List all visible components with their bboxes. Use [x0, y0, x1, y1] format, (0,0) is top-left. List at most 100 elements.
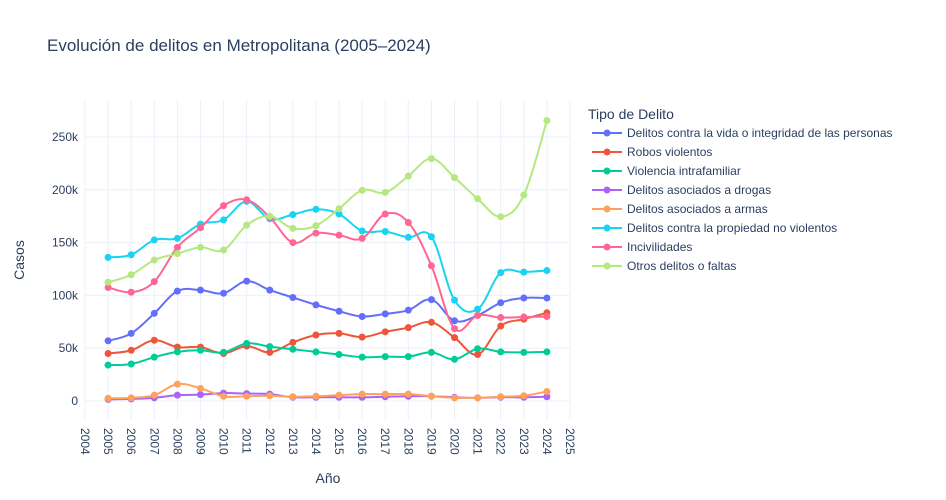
data-point [497, 322, 505, 330]
data-point [404, 172, 412, 180]
legend-swatch-marker [603, 224, 611, 232]
legend-item[interactable]: Delitos asociados a armas [592, 202, 768, 216]
legend-item[interactable]: Delitos contra la propiedad no violentos [592, 221, 837, 235]
legend-swatch-marker [603, 167, 611, 175]
data-point [381, 328, 389, 336]
data-point [127, 251, 135, 259]
data-point [451, 394, 459, 402]
data-point [104, 349, 112, 357]
data-point [289, 293, 297, 301]
data-point [196, 384, 204, 392]
data-point [381, 310, 389, 318]
series-4 [104, 380, 551, 402]
data-point [312, 301, 320, 309]
x-tick-label: 2018 [401, 428, 415, 455]
data-point [543, 393, 551, 401]
x-axis-ticks: 2004 2005 2006 2007 2008 2009 2010 2011 2012 2013… [78, 428, 577, 455]
data-point [404, 219, 412, 227]
legend-item[interactable]: Delitos asociados a drogas [592, 183, 771, 197]
data-point [358, 234, 366, 242]
data-point [474, 195, 482, 203]
data-point [543, 117, 551, 125]
data-point [427, 392, 435, 400]
legend-label: Violencia intrafamiliar [627, 164, 741, 178]
data-point [220, 202, 228, 210]
data-point [427, 262, 435, 270]
data-point [427, 155, 435, 163]
data-point [474, 305, 482, 313]
data-point [127, 394, 135, 402]
legend-item[interactable]: Incivilidades [592, 240, 692, 254]
series-line [107, 120, 548, 284]
data-point [451, 355, 459, 363]
data-point [173, 391, 181, 399]
data-point [243, 339, 251, 347]
data-point [358, 227, 366, 235]
series-6 [104, 196, 551, 333]
legend-label: Delitos contra la vida o integridad de l… [627, 126, 893, 140]
legend-label: Delitos asociados a armas [627, 202, 768, 216]
data-point [173, 348, 181, 356]
data-point [381, 210, 389, 218]
data-point [196, 243, 204, 251]
data-point [474, 311, 482, 319]
data-point [150, 278, 158, 286]
data-point [243, 392, 251, 400]
data-point [312, 392, 320, 400]
data-point [312, 205, 320, 213]
legend-item[interactable]: Delitos contra la vida o integridad de l… [592, 126, 893, 140]
data-point [404, 390, 412, 398]
data-point [289, 239, 297, 247]
legend-item[interactable]: Otros delitos o faltas [592, 259, 736, 273]
data-point [150, 236, 158, 244]
data-point [127, 271, 135, 279]
legend-label: Delitos contra la propiedad no violentos [627, 221, 837, 235]
data-point [266, 286, 274, 294]
data-point [196, 286, 204, 294]
data-point [104, 337, 112, 345]
x-tick-label: 2013 [286, 428, 300, 455]
data-point [497, 269, 505, 277]
data-point [358, 313, 366, 321]
chart-title: Evolución de delitos en Metropolitana (2… [47, 36, 431, 55]
y-tick-label: 250k [52, 130, 79, 144]
data-point [104, 361, 112, 369]
data-point [451, 317, 459, 325]
data-point [451, 325, 459, 333]
data-point [381, 227, 389, 235]
data-point [335, 231, 343, 239]
data-point [243, 196, 251, 204]
y-tick-label: 100k [52, 288, 79, 302]
data-point [335, 210, 343, 218]
legend-swatch-marker [603, 243, 611, 251]
data-point [127, 346, 135, 354]
series-1 [104, 309, 551, 359]
x-tick-label: 2022 [494, 428, 508, 455]
data-point [266, 212, 274, 220]
x-tick-label: 2015 [332, 428, 346, 455]
data-point [173, 243, 181, 251]
data-point [312, 331, 320, 339]
data-point [243, 277, 251, 285]
x-tick-label: 2014 [309, 428, 323, 455]
data-point [497, 213, 505, 221]
data-point [474, 345, 482, 353]
x-tick-label: 2017 [378, 428, 392, 455]
data-point [358, 333, 366, 341]
data-point [358, 353, 366, 361]
data-point [289, 211, 297, 219]
data-point [358, 390, 366, 398]
data-point [427, 296, 435, 304]
data-point [520, 392, 528, 400]
x-tick-label: 2006 [124, 428, 138, 455]
data-point [520, 191, 528, 199]
data-point [427, 348, 435, 356]
data-point [335, 329, 343, 337]
data-point [427, 233, 435, 241]
data-point [497, 299, 505, 307]
data-point [220, 348, 228, 356]
data-point [289, 393, 297, 401]
legend-item[interactable]: Violencia intrafamiliar [592, 164, 741, 178]
legend-item[interactable]: Robos violentos [592, 145, 712, 159]
legend-swatch-marker [603, 129, 611, 137]
